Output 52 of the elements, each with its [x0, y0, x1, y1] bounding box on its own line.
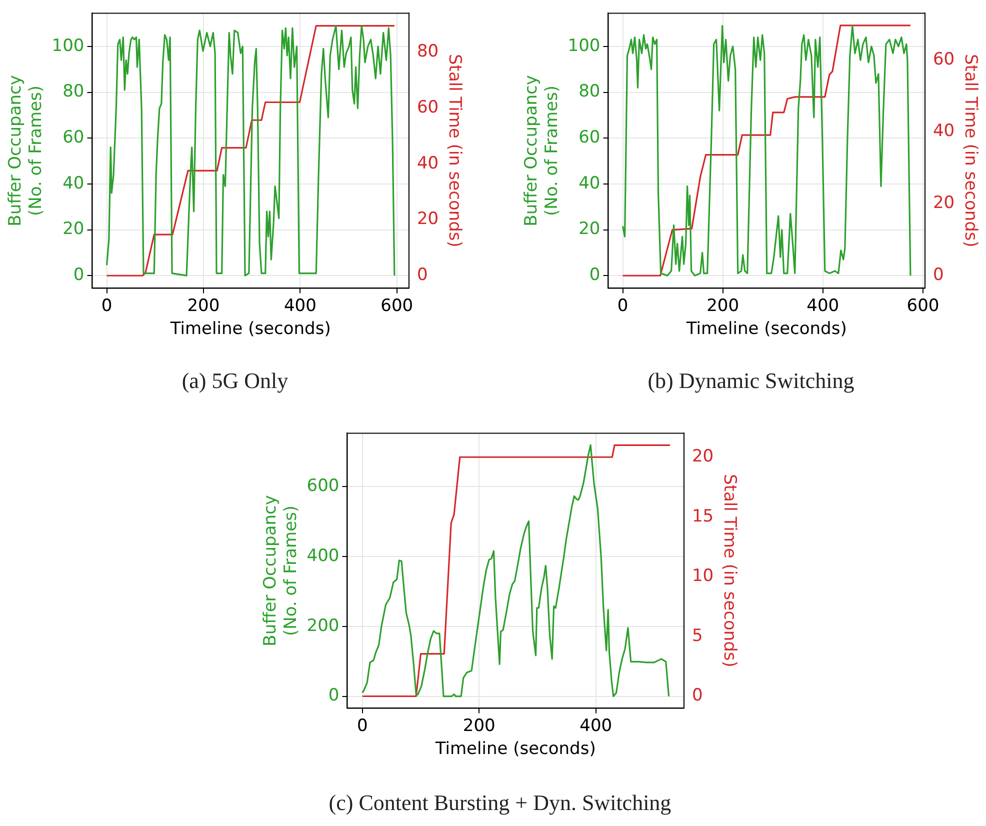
y2-tick-label: 40 — [932, 121, 955, 142]
x-tick-label: 0 — [101, 296, 112, 316]
x-tick-label: 0 — [617, 296, 628, 316]
y-tick-label: 400 — [306, 546, 340, 566]
y-tick-label: 40 — [62, 173, 84, 194]
y2-axis-title: Stall Time (in seconds) — [444, 54, 464, 248]
text: (b) Dynamic Switching — [646, 368, 856, 394]
x-tick-label: 400 — [284, 296, 316, 316]
x-tick-label: 0 — [357, 716, 368, 736]
y-axis-title: Buffer Occupancy (No. of Frames) — [260, 495, 302, 646]
x-tick-label: 200 — [187, 296, 220, 316]
y2-tick-label: 20 — [932, 193, 955, 214]
y2-tick-label: 15 — [692, 506, 714, 526]
x-axis-title: Timeline (seconds) — [169, 319, 331, 340]
y2-tick-label: 20 — [416, 209, 439, 230]
y-tick-label: 20 — [578, 219, 600, 240]
y2-tick-label: 60 — [932, 49, 955, 70]
x-tick-label: 600 — [906, 296, 940, 316]
y-axis-title: Buffer Occupancy (No. of Frames) — [522, 75, 562, 226]
x-tick-label: 400 — [806, 296, 840, 316]
y-tick-label: 0 — [328, 686, 340, 706]
x-tick-label: 600 — [380, 296, 414, 316]
y-tick-label: 60 — [578, 128, 600, 148]
y-tick-label: 200 — [306, 616, 340, 636]
text: (c) Content Bursting + Dyn. Switching — [328, 790, 672, 816]
y-tick-label: 100 — [52, 36, 84, 56]
y2-tick-label: 40 — [416, 153, 439, 174]
y2-tick-label: 0 — [932, 265, 944, 286]
y2-tick-label: 60 — [416, 98, 439, 118]
y-tick-label: 80 — [62, 82, 84, 102]
y2-axis-title: Stall Time (in seconds) — [960, 54, 980, 248]
y2-axis-title: Stall Time (in seconds) — [719, 474, 740, 668]
y2-tick-label: 20 — [692, 446, 714, 467]
y-tick-label: 60 — [62, 128, 84, 148]
y-tick-label: 80 — [578, 82, 600, 102]
y-tick-label: 0 — [73, 265, 84, 286]
y2-tick-label: 0 — [416, 265, 428, 286]
y-axis-title: Buffer Occupancy (No. of Frames) — [6, 75, 46, 226]
x-tick-label: 200 — [462, 716, 496, 736]
x-tick-label: 200 — [706, 296, 740, 316]
y-tick-label: 600 — [306, 476, 340, 496]
y-tick-label: 20 — [62, 219, 84, 240]
y-tick-label: 40 — [578, 173, 600, 194]
text: (a) 5G Only — [180, 368, 290, 394]
y-tick-label: 100 — [568, 36, 600, 56]
y2-tick-label: 5 — [692, 626, 703, 646]
y-tick-label: 0 — [589, 265, 600, 286]
y2-tick-label: 10 — [692, 566, 714, 586]
x-axis-title: Timeline (seconds) — [685, 319, 847, 340]
y2-tick-label: 80 — [416, 42, 439, 62]
y2-tick-label: 0 — [692, 686, 703, 706]
x-axis-title: Timeline (seconds) — [434, 739, 596, 760]
